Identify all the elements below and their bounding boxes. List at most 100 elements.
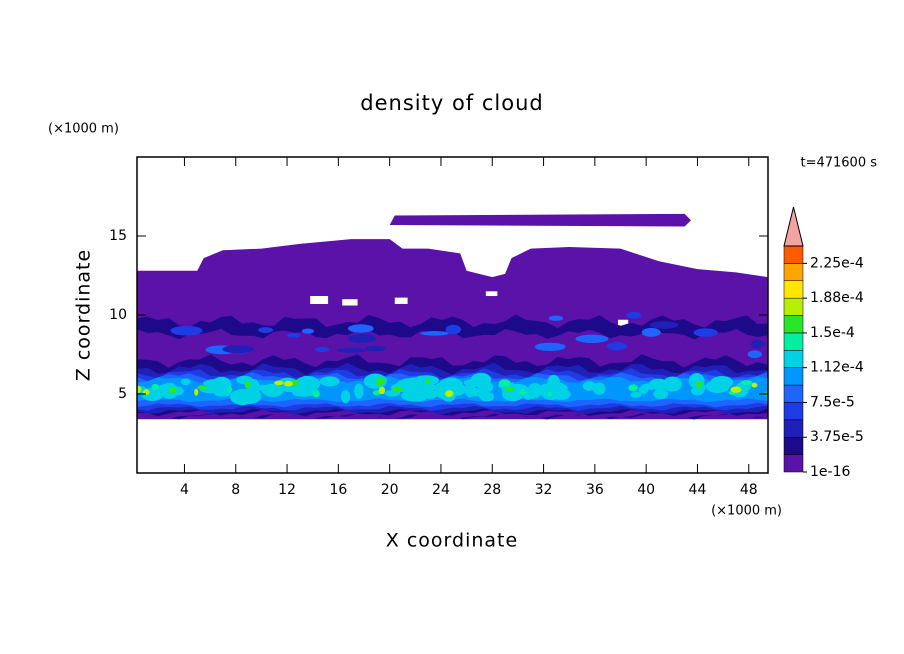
contour-region xyxy=(519,389,526,396)
y-tick-label: 5 xyxy=(118,386,127,402)
contour-region xyxy=(575,334,609,344)
colorbar-band xyxy=(783,436,804,455)
contour-region xyxy=(534,342,566,351)
contour-region xyxy=(420,331,449,336)
x-axis-label: X coordinate xyxy=(386,530,518,552)
contour-region xyxy=(337,347,366,353)
colorbar-tick-label: 1.5e-4 xyxy=(810,325,855,341)
contour-region xyxy=(286,333,301,338)
contour-region xyxy=(347,324,374,333)
contour-region xyxy=(482,382,494,393)
colorbar-band xyxy=(783,350,804,368)
contour-region xyxy=(292,379,299,387)
gap xyxy=(310,296,329,304)
contour-region xyxy=(630,391,642,398)
contour-region xyxy=(548,315,564,321)
contour-region xyxy=(527,382,542,399)
contour-region xyxy=(283,380,293,387)
colorbar-extend xyxy=(783,206,804,247)
contour-region xyxy=(444,390,454,397)
contour-region xyxy=(547,391,553,397)
contour-region xyxy=(312,390,320,398)
contour-region xyxy=(653,388,669,400)
x-tick-label: 48 xyxy=(740,482,758,498)
contour-region xyxy=(662,376,683,392)
x-tick-label: 20 xyxy=(381,482,399,498)
contour-region xyxy=(378,386,386,395)
annotation: t=471600 s xyxy=(800,156,877,171)
contour-region xyxy=(244,380,251,389)
colorbar-tick-label: 2.25e-4 xyxy=(810,255,864,271)
x-tick-label: 32 xyxy=(535,482,553,498)
contour-region xyxy=(468,388,484,397)
contour-region xyxy=(396,378,424,393)
contour-region xyxy=(227,386,233,392)
gap xyxy=(485,291,498,297)
colorbar-band xyxy=(783,384,804,403)
contour-region xyxy=(211,376,232,393)
contour-region xyxy=(747,350,762,359)
contour-region xyxy=(425,378,430,385)
x-tick-label: 40 xyxy=(637,482,655,498)
contour-region xyxy=(301,328,314,334)
contour-region xyxy=(606,342,627,351)
x-tick-label: 36 xyxy=(586,482,604,498)
y-tick-label: 10 xyxy=(109,307,127,323)
colorbar-tick-label: 1e-16 xyxy=(810,464,850,480)
gap xyxy=(408,234,467,243)
gap xyxy=(342,299,358,306)
contour-region xyxy=(649,321,679,329)
contour-region xyxy=(705,379,730,393)
contour-region xyxy=(168,387,177,394)
contour-region xyxy=(340,389,351,404)
gap xyxy=(394,297,408,304)
contour-region xyxy=(376,379,382,387)
contour-region xyxy=(626,311,642,319)
colorbar-tick-label: 7.5e-5 xyxy=(810,394,855,410)
contour-region xyxy=(151,383,160,391)
colorbar-tick-label: 3.75e-5 xyxy=(810,429,864,445)
contour-region xyxy=(354,383,364,399)
colorbar-band xyxy=(783,367,804,386)
chart-title: density of cloud xyxy=(360,91,543,115)
contour-region xyxy=(730,386,742,394)
contour-region xyxy=(445,324,462,335)
contour-region xyxy=(641,383,661,390)
contour-region xyxy=(420,389,438,399)
contour-region xyxy=(392,386,403,393)
colorbar-band xyxy=(783,402,804,421)
colorbar-tick-label: 1.88e-4 xyxy=(810,290,864,306)
contour-region xyxy=(751,382,758,388)
contour-region xyxy=(314,347,330,353)
contour-region xyxy=(641,327,661,337)
colorbar-tick-label: 1.12e-4 xyxy=(810,360,864,376)
contour-region xyxy=(691,386,705,396)
x-tick-label: 8 xyxy=(231,482,240,498)
x-tick-label: 44 xyxy=(689,482,707,498)
contour-region xyxy=(389,213,692,227)
x-tick-label: 28 xyxy=(483,482,501,498)
colorbar-band xyxy=(783,245,804,264)
y-axis-label: Z coordinate xyxy=(73,249,95,381)
contour-region xyxy=(498,379,511,387)
contour-region xyxy=(592,382,606,395)
colorbar-band xyxy=(783,315,804,334)
contour-region xyxy=(504,386,514,392)
contour-region xyxy=(582,381,597,391)
contour-region xyxy=(693,328,718,337)
contour-region xyxy=(306,380,317,394)
contour-region xyxy=(256,384,271,392)
x-tick-label: 4 xyxy=(180,482,189,498)
colorbar-band xyxy=(783,332,804,351)
contour-region xyxy=(180,378,191,386)
contour-field xyxy=(137,213,768,420)
contour-region xyxy=(541,390,564,399)
contour-region xyxy=(750,339,765,349)
x-tick-label: 16 xyxy=(329,482,347,498)
x-tick-label: 24 xyxy=(432,482,450,498)
x-unit: (×1000 m) xyxy=(711,504,782,519)
colorbar-band xyxy=(783,419,804,438)
colorbar-band xyxy=(783,280,804,299)
contour-region xyxy=(479,391,495,402)
